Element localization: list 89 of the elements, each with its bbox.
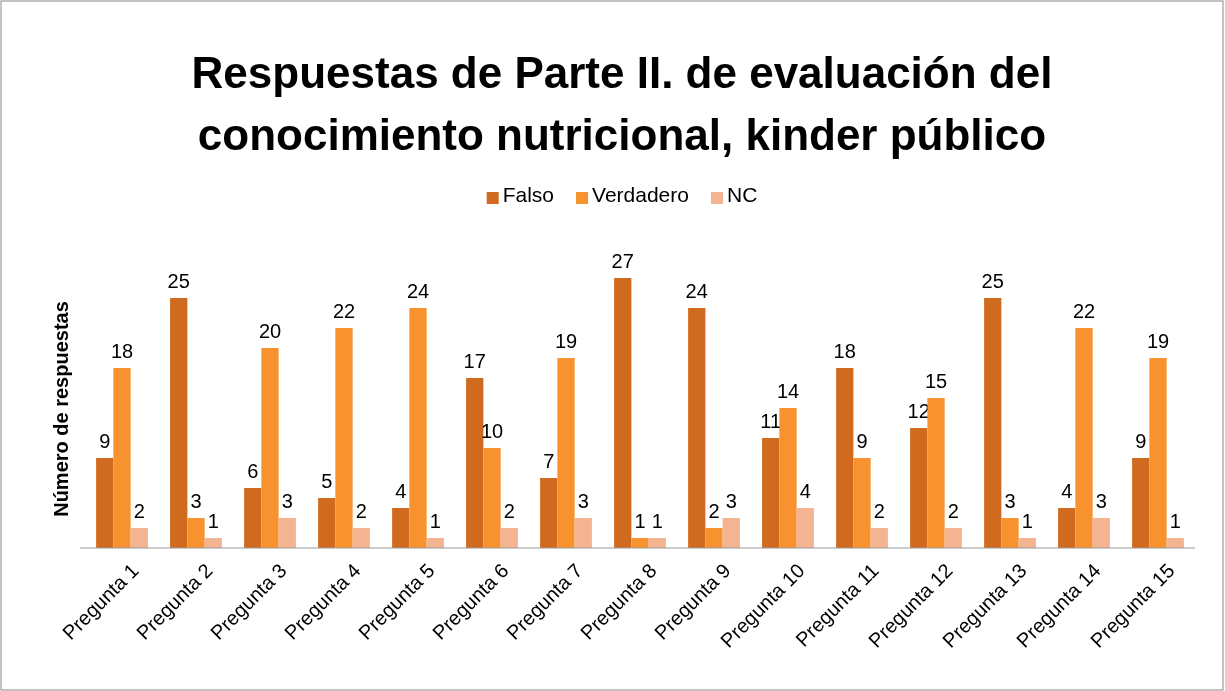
bar bbox=[1075, 328, 1093, 548]
bar bbox=[779, 408, 797, 548]
data-label: 25 bbox=[981, 270, 1004, 292]
bar bbox=[130, 528, 148, 548]
data-label: 5 bbox=[321, 470, 333, 492]
data-label: 1 bbox=[429, 510, 441, 532]
bar bbox=[796, 508, 814, 548]
bar bbox=[113, 368, 131, 548]
data-label: 2 bbox=[503, 500, 515, 522]
data-label: 4 bbox=[1061, 480, 1073, 502]
bar bbox=[1149, 358, 1167, 548]
data-label: 22 bbox=[332, 300, 356, 322]
data-label: 1 bbox=[651, 510, 663, 532]
data-label: 3 bbox=[1004, 490, 1016, 512]
data-label: 15 bbox=[924, 370, 948, 392]
data-label: 25 bbox=[167, 270, 190, 292]
data-label: 2 bbox=[133, 500, 145, 522]
data-label: 1 bbox=[634, 510, 646, 532]
data-label: 9 bbox=[99, 430, 111, 452]
data-label: 2 bbox=[355, 500, 367, 522]
bar bbox=[540, 478, 558, 548]
bar bbox=[705, 528, 723, 548]
data-label: 3 bbox=[190, 490, 202, 512]
bar bbox=[170, 298, 188, 548]
bar bbox=[722, 518, 740, 548]
bar bbox=[944, 528, 962, 548]
bar bbox=[688, 308, 706, 548]
bar bbox=[1092, 518, 1110, 548]
data-label: 24 bbox=[406, 280, 430, 302]
bar bbox=[927, 398, 945, 548]
bar bbox=[1058, 508, 1076, 548]
bar bbox=[500, 528, 518, 548]
bar bbox=[261, 348, 279, 548]
bar bbox=[278, 518, 296, 548]
data-label: 4 bbox=[799, 480, 811, 502]
data-label: 19 bbox=[1146, 330, 1170, 352]
data-label: 12 bbox=[907, 400, 930, 422]
data-label: 14 bbox=[776, 380, 800, 402]
bar bbox=[244, 488, 262, 548]
bar bbox=[318, 498, 336, 548]
bar bbox=[96, 458, 114, 548]
bar bbox=[557, 358, 575, 548]
data-label: 1 bbox=[1021, 510, 1033, 532]
bar bbox=[910, 428, 928, 548]
data-label: 17 bbox=[463, 350, 486, 372]
data-label: 1 bbox=[207, 510, 219, 532]
data-label: 11 bbox=[760, 410, 782, 432]
bar bbox=[483, 448, 501, 548]
data-label: 3 bbox=[281, 490, 293, 512]
data-label: 22 bbox=[1072, 300, 1096, 322]
bar bbox=[984, 298, 1002, 548]
data-label: 1 bbox=[1169, 510, 1181, 532]
data-label: 9 bbox=[1135, 430, 1147, 452]
chart-title: Respuestas de Parte II. de evaluación del conocimiento nutricional, kinder público bbox=[191, 48, 1053, 159]
data-label: 18 bbox=[833, 340, 856, 362]
bar bbox=[466, 378, 484, 548]
legend-label: Verdadero bbox=[592, 183, 689, 206]
data-label: 3 bbox=[577, 490, 589, 512]
data-label: 19 bbox=[554, 330, 578, 352]
data-label: 2 bbox=[708, 500, 720, 522]
legend-label: Falso bbox=[502, 183, 555, 206]
bar bbox=[836, 368, 854, 548]
bar bbox=[1001, 518, 1019, 548]
bar bbox=[392, 508, 410, 548]
data-label: 9 bbox=[856, 430, 868, 452]
data-label: 20 bbox=[258, 320, 282, 342]
bar bbox=[335, 328, 353, 548]
data-label: 3 bbox=[725, 490, 737, 512]
data-label: 4 bbox=[395, 480, 407, 502]
bar bbox=[187, 518, 205, 548]
bar bbox=[352, 528, 370, 548]
data-label: 2 bbox=[873, 500, 885, 522]
bar bbox=[853, 458, 871, 548]
data-label: 7 bbox=[543, 450, 555, 472]
data-label: 27 bbox=[611, 250, 634, 272]
data-label: 6 bbox=[247, 460, 259, 482]
bar bbox=[574, 518, 592, 548]
bar bbox=[1132, 458, 1150, 548]
data-label: 3 bbox=[1095, 490, 1107, 512]
bar bbox=[409, 308, 427, 548]
bar bbox=[762, 438, 780, 548]
y-axis-title: Número de respuestas bbox=[50, 301, 72, 517]
data-label: 2 bbox=[947, 500, 959, 522]
legend-label: NC bbox=[726, 183, 758, 206]
data-label: 18 bbox=[110, 340, 134, 362]
bar bbox=[870, 528, 888, 548]
bar bbox=[631, 538, 649, 548]
bar bbox=[614, 278, 632, 548]
data-label: 24 bbox=[685, 280, 708, 302]
